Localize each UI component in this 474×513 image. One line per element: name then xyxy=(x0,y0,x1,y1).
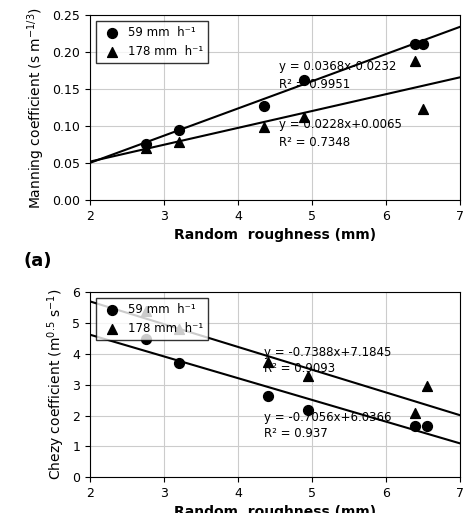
Y-axis label: Manning coefficient (s m$^{-1/3}$): Manning coefficient (s m$^{-1/3}$) xyxy=(25,7,47,209)
178 mm  h⁻¹ xyxy=(411,409,419,418)
Legend: 59 mm  h⁻¹, 178 mm  h⁻¹: 59 mm h⁻¹, 178 mm h⁻¹ xyxy=(96,299,208,340)
59 mm  h⁻¹ xyxy=(260,102,268,110)
178 mm  h⁻¹ xyxy=(419,105,427,113)
Text: R² = 0.9951: R² = 0.9951 xyxy=(279,78,350,91)
Text: y = -0.7056x+6.0366: y = -0.7056x+6.0366 xyxy=(264,411,392,424)
178 mm  h⁻¹ xyxy=(301,112,308,121)
Text: y = 0.0228x+0.0065: y = 0.0228x+0.0065 xyxy=(279,119,401,131)
178 mm  h⁻¹ xyxy=(175,137,182,146)
59 mm  h⁻¹ xyxy=(423,422,430,430)
X-axis label: Random  roughness (mm): Random roughness (mm) xyxy=(174,228,376,242)
59 mm  h⁻¹ xyxy=(142,140,149,148)
178 mm  h⁻¹ xyxy=(260,123,268,131)
59 mm  h⁻¹ xyxy=(142,334,149,343)
59 mm  h⁻¹ xyxy=(175,126,182,134)
178 mm  h⁻¹ xyxy=(423,382,430,390)
Y-axis label: Chezy coefficient (m$^{0.5}$ s$^{-1}$): Chezy coefficient (m$^{0.5}$ s$^{-1}$) xyxy=(45,289,67,481)
59 mm  h⁻¹ xyxy=(419,40,427,48)
59 mm  h⁻¹ xyxy=(301,75,308,84)
Text: R² = 0.937: R² = 0.937 xyxy=(264,427,328,440)
Text: y = -0.7388x+7.1845: y = -0.7388x+7.1845 xyxy=(264,346,391,359)
178 mm  h⁻¹ xyxy=(142,307,149,315)
178 mm  h⁻¹ xyxy=(264,358,271,366)
178 mm  h⁻¹ xyxy=(411,57,419,65)
Text: R² = 0.9093: R² = 0.9093 xyxy=(264,362,335,374)
Text: (a): (a) xyxy=(24,252,52,270)
Legend: 59 mm  h⁻¹, 178 mm  h⁻¹: 59 mm h⁻¹, 178 mm h⁻¹ xyxy=(96,22,208,63)
59 mm  h⁻¹ xyxy=(411,422,419,430)
59 mm  h⁻¹ xyxy=(304,406,312,414)
178 mm  h⁻¹ xyxy=(175,325,182,333)
59 mm  h⁻¹ xyxy=(264,391,271,400)
59 mm  h⁻¹ xyxy=(175,359,182,367)
178 mm  h⁻¹ xyxy=(304,371,312,380)
Text: y = 0.0368x-0.0232: y = 0.0368x-0.0232 xyxy=(279,60,396,73)
X-axis label: Random  roughness (mm): Random roughness (mm) xyxy=(174,505,376,513)
Text: R² = 0.7348: R² = 0.7348 xyxy=(279,136,350,149)
59 mm  h⁻¹ xyxy=(411,40,419,48)
178 mm  h⁻¹ xyxy=(142,144,149,152)
